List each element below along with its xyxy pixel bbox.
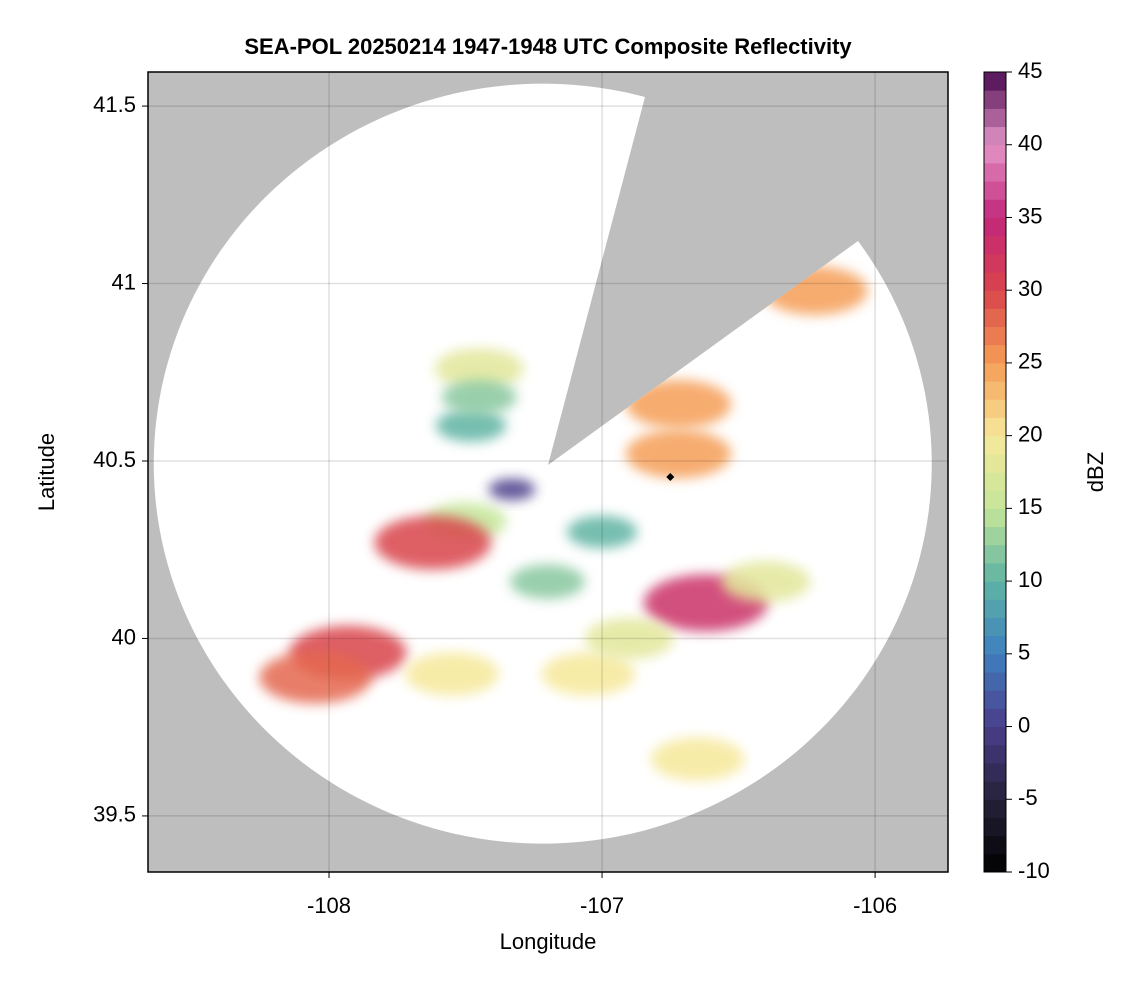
echo-cell [488, 478, 536, 501]
x-tick-label: -107 [580, 893, 624, 918]
echo-cell [259, 651, 372, 704]
echo-cell [441, 379, 517, 415]
colorbar-band [984, 453, 1006, 473]
echo-cell [625, 379, 732, 429]
colorbar-band [984, 381, 1006, 400]
colorbar-tick-label: -10 [1018, 858, 1050, 883]
echo-cell [584, 617, 674, 659]
colorbar-band [984, 726, 1006, 746]
colorbar-tick-label: 20 [1018, 421, 1042, 446]
colorbar-band [984, 435, 1006, 455]
echo-cell [650, 737, 745, 781]
echo-cell [374, 515, 492, 570]
echo-cell [405, 652, 499, 696]
colorbar-band [984, 799, 1006, 818]
colorbar-band [984, 308, 1006, 328]
colorbar-band [984, 144, 1006, 164]
colorbar-band [984, 690, 1006, 709]
echo-cell [541, 652, 636, 696]
colorbar-tick-label: 5 [1018, 640, 1030, 665]
colorbar-band [984, 853, 1006, 873]
colorbar-band [984, 762, 1006, 782]
colorbar-tick-label: 10 [1018, 567, 1042, 592]
colorbar-band [984, 181, 1006, 200]
site-marker [666, 472, 675, 481]
colorbar-band [984, 362, 1006, 382]
echo-cell [625, 429, 732, 479]
x-tick-label: -106 [853, 893, 897, 918]
colorbar-band [984, 817, 1006, 837]
echo-cell [721, 561, 811, 603]
colorbar-band [984, 417, 1006, 437]
colorbar-frame [983, 71, 1007, 873]
colorbar-label: dBZ [1083, 452, 1108, 492]
colorbar-tick-label: 30 [1018, 276, 1042, 301]
colorbar-band [984, 635, 1006, 655]
plot-frame [147, 71, 949, 873]
colorbar-band [984, 781, 1006, 800]
colorbar-band [984, 581, 1006, 600]
colorbar-band [984, 326, 1006, 346]
colorbar-band [984, 835, 1006, 855]
colorbar-tick-label: 45 [1018, 58, 1042, 83]
colorbar-band [984, 253, 1006, 273]
y-axis-label: Latitude [34, 433, 59, 511]
colorbar-band [984, 108, 1006, 128]
colorbar-band [984, 399, 1006, 418]
y-tick-label: 39.5 [93, 802, 136, 827]
y-tick-label: 41.5 [93, 92, 136, 117]
grid [148, 72, 948, 872]
x-tick-label: -108 [307, 893, 351, 918]
colorbar-band [984, 162, 1006, 182]
colorbar-band [984, 599, 1006, 618]
colorbar-band [984, 562, 1006, 582]
colorbar-band [984, 235, 1006, 255]
colorbar-band [984, 90, 1006, 109]
colorbar-band [984, 526, 1006, 546]
colorbar-band [984, 544, 1006, 564]
colorbar-band [984, 290, 1006, 309]
colorbar-band [984, 708, 1006, 728]
colorbar-band [984, 344, 1006, 364]
echo-layer [259, 266, 868, 781]
colorbar-band [984, 744, 1006, 764]
colorbar-band [984, 490, 1006, 509]
colorbar-band [984, 508, 1006, 528]
echo-cell [566, 515, 638, 549]
echo-cell [434, 348, 524, 390]
colorbar-tick-label: 25 [1018, 349, 1042, 374]
y-tick-label: 40.5 [93, 447, 136, 472]
colorbar-tick-label: 15 [1018, 494, 1042, 519]
x-axis-label: Longitude [500, 929, 597, 954]
colorbar-band [984, 199, 1006, 218]
colorbar-tick-label: 35 [1018, 203, 1042, 228]
colorbar-tick-label: 40 [1018, 131, 1042, 156]
chart-title: SEA-POL 20250214 1947-1948 UTC Composite… [244, 34, 852, 59]
colorbar-band [984, 217, 1006, 237]
echo-cell [510, 564, 585, 599]
colorbar-band [984, 653, 1006, 673]
colorbar-band [984, 126, 1006, 146]
colorbar-band [984, 672, 1006, 691]
y-tick-label: 40 [112, 624, 136, 649]
colorbar-tick-label: -5 [1018, 785, 1038, 810]
colorbar-band [984, 617, 1006, 637]
colorbar-band [984, 72, 1006, 91]
colorbar-band [984, 272, 1006, 291]
y-tick-label: 41 [112, 269, 136, 294]
echo-cell [435, 409, 507, 442]
colorbar-band [984, 472, 1006, 491]
colorbar-tick-label: 0 [1018, 712, 1030, 737]
